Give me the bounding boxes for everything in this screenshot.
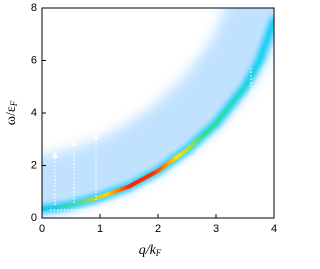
x-tick-label: 4 xyxy=(271,223,277,235)
title-tail: (q,ω) xyxy=(70,16,95,30)
x-tick-label: 0 xyxy=(39,223,45,235)
x-tick-label: 1 xyxy=(97,223,103,235)
arrow-head xyxy=(93,133,99,139)
annotation: (a) xyxy=(166,203,179,215)
title-sub: rel xyxy=(62,22,71,31)
y-label-sub: F xyxy=(9,100,19,107)
x-axis-label: q/kF xyxy=(139,243,162,258)
annotation: (c) xyxy=(68,124,81,136)
arrow-head xyxy=(71,140,77,146)
y-tick-label: 6 xyxy=(31,54,37,66)
title-main: S xyxy=(56,16,62,30)
arrow-head xyxy=(52,152,58,158)
x-tick-label: 3 xyxy=(213,223,219,235)
x-label-main: q/k xyxy=(139,243,157,258)
y-tick-label: 8 xyxy=(31,2,37,14)
inset-title: Srel(q,ω) xyxy=(56,16,96,31)
arrow-head xyxy=(154,207,160,213)
annotation: (e) xyxy=(245,149,258,161)
y-label-main: ω/ε xyxy=(4,106,19,125)
plot-area xyxy=(42,8,274,216)
y-tick-label: 4 xyxy=(31,107,37,119)
y-tick-label: 2 xyxy=(31,159,37,171)
spectral-haze xyxy=(42,8,274,216)
y-axis-label: ω/εF xyxy=(4,100,19,125)
x-tick-label: 2 xyxy=(155,223,161,235)
annotation: (b) xyxy=(49,134,62,146)
annotation: (d) xyxy=(90,115,103,127)
arrow-head xyxy=(248,134,254,140)
spectral-ridge xyxy=(42,19,274,211)
chart: Srel(q,ω) q/kF ω/εF 0 1 2 3 402468(a)(b)(c)(… xyxy=(4,2,277,258)
x-label-sub: F xyxy=(155,248,162,258)
y-tick-label: 0 xyxy=(31,212,37,224)
